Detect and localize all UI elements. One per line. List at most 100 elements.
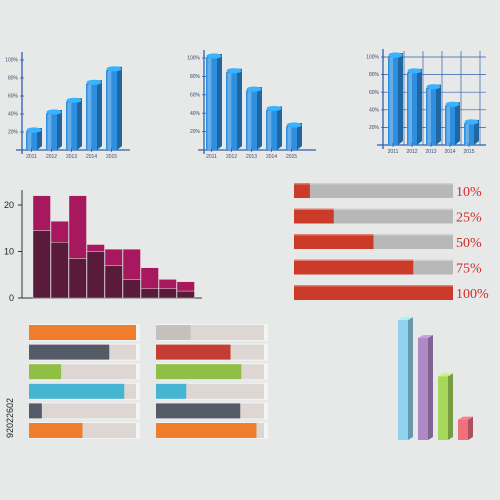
bar-segment-top: [176, 281, 195, 292]
bar: [206, 53, 222, 150]
bar-segment-top: [104, 248, 123, 266]
bar-highlight: [287, 127, 292, 150]
column-side: [468, 416, 473, 440]
bar-fill: [294, 285, 453, 300]
bar-segment-top: [50, 221, 69, 243]
bar-fill: [294, 183, 310, 198]
bar: [407, 68, 422, 145]
y-tick-label: 60%: [369, 90, 380, 96]
bar-top: [226, 68, 242, 74]
x-tick-label: 2015: [286, 154, 297, 160]
bar: [464, 119, 479, 145]
y-tick-label: 60%: [8, 94, 19, 100]
bar-highlight: [207, 58, 212, 150]
bar-fill: [29, 364, 62, 380]
bar-front: [206, 58, 217, 150]
bar-highlight: [227, 72, 232, 150]
bar-shine: [294, 234, 453, 236]
column-top: [418, 335, 433, 338]
bar-top: [246, 86, 262, 92]
bar-front: [407, 72, 417, 145]
bar-top: [206, 53, 222, 59]
bar-highlight: [446, 106, 450, 145]
bar-fill: [294, 208, 334, 224]
bar-segment-bottom: [86, 251, 105, 299]
bar-top: [388, 52, 403, 58]
horizontal-bar-panel-2: [156, 324, 268, 439]
bar-front: [86, 84, 97, 150]
bar-top: [286, 122, 302, 128]
x-tick-label: 2013: [425, 149, 436, 155]
y-tick-label: 60%: [190, 92, 201, 98]
bar-top: [266, 105, 282, 112]
bar-shine: [294, 208, 453, 210]
bar-fill: [29, 344, 110, 360]
bar-top: [46, 109, 62, 115]
bar-segment-top: [158, 279, 177, 289]
bar: [226, 68, 242, 150]
bar-fill: [156, 344, 231, 360]
bar: [26, 127, 42, 150]
x-tick-label: 2012: [406, 149, 417, 155]
bar-segment-bottom: [158, 288, 177, 299]
bar: [246, 86, 262, 150]
bar-highlight: [465, 123, 469, 145]
column-top: [438, 373, 453, 377]
bar-front: [464, 123, 474, 145]
y-tick-label: 40%: [8, 112, 19, 118]
bar-top: [464, 119, 479, 125]
y-tick-label: 20%: [190, 129, 201, 135]
x-tick-label: 2014: [266, 154, 277, 160]
horizontal-bar-panel-1: [29, 324, 140, 439]
y-tick-label: 80%: [190, 74, 201, 80]
y-tick-label: 40%: [190, 111, 201, 117]
column-front: [398, 320, 408, 440]
bar-highlight: [389, 57, 393, 145]
bar-segment-top: [86, 244, 105, 252]
bar-segment-top: [68, 195, 87, 259]
x-tick-label: 2011: [388, 149, 399, 155]
bar-highlight: [427, 88, 431, 145]
x-tick-label: 2014: [86, 154, 97, 160]
bar-top: [66, 97, 82, 103]
bar-segment-bottom: [68, 258, 87, 299]
y-tick-label: 0: [9, 293, 14, 303]
cylinder-chart-2: 20% 40% 60% 80% 100% 2011 2012 2013 2014 2015: [187, 50, 316, 160]
bar-front: [226, 72, 237, 150]
bar-highlight: [47, 114, 52, 150]
x-tick-label: 2013: [246, 154, 257, 160]
y-tick-label: 20%: [8, 130, 19, 136]
column-side: [448, 373, 453, 440]
y-tick-label: 80%: [369, 72, 380, 78]
column: [458, 416, 473, 440]
column-front: [458, 419, 468, 440]
bar-shine: [294, 259, 453, 261]
bar-track: [294, 183, 453, 198]
bar-fill: [29, 403, 42, 419]
bar-highlight: [408, 72, 412, 145]
x-tick-label: 2012: [46, 154, 57, 160]
bar: [266, 105, 282, 150]
x-tick-label: 2015: [463, 149, 474, 155]
bar-segment-bottom: [50, 241, 69, 299]
bar-shine: [294, 183, 453, 185]
bar-highlight: [267, 110, 272, 150]
bar-highlight: [247, 91, 252, 150]
bar-highlight: [107, 70, 112, 150]
bar-label: 25%: [456, 211, 482, 226]
y-tick-label: 100%: [187, 56, 200, 62]
percentage-bar-chart: 10% 25% 50% 75% 100%: [294, 183, 489, 302]
bar-fill: [29, 423, 83, 438]
bar-fill: [294, 259, 414, 275]
bar-highlight: [67, 102, 72, 150]
x-tick-label: 2015: [106, 154, 117, 160]
watermark-id: 92022602: [5, 398, 15, 438]
bar-front: [266, 110, 277, 150]
bar-front: [66, 102, 77, 150]
bar-front: [388, 57, 398, 145]
bar: [388, 52, 403, 145]
bar-segment-top: [32, 195, 51, 231]
x-tick-label: 2014: [444, 149, 455, 155]
column: [418, 335, 433, 440]
